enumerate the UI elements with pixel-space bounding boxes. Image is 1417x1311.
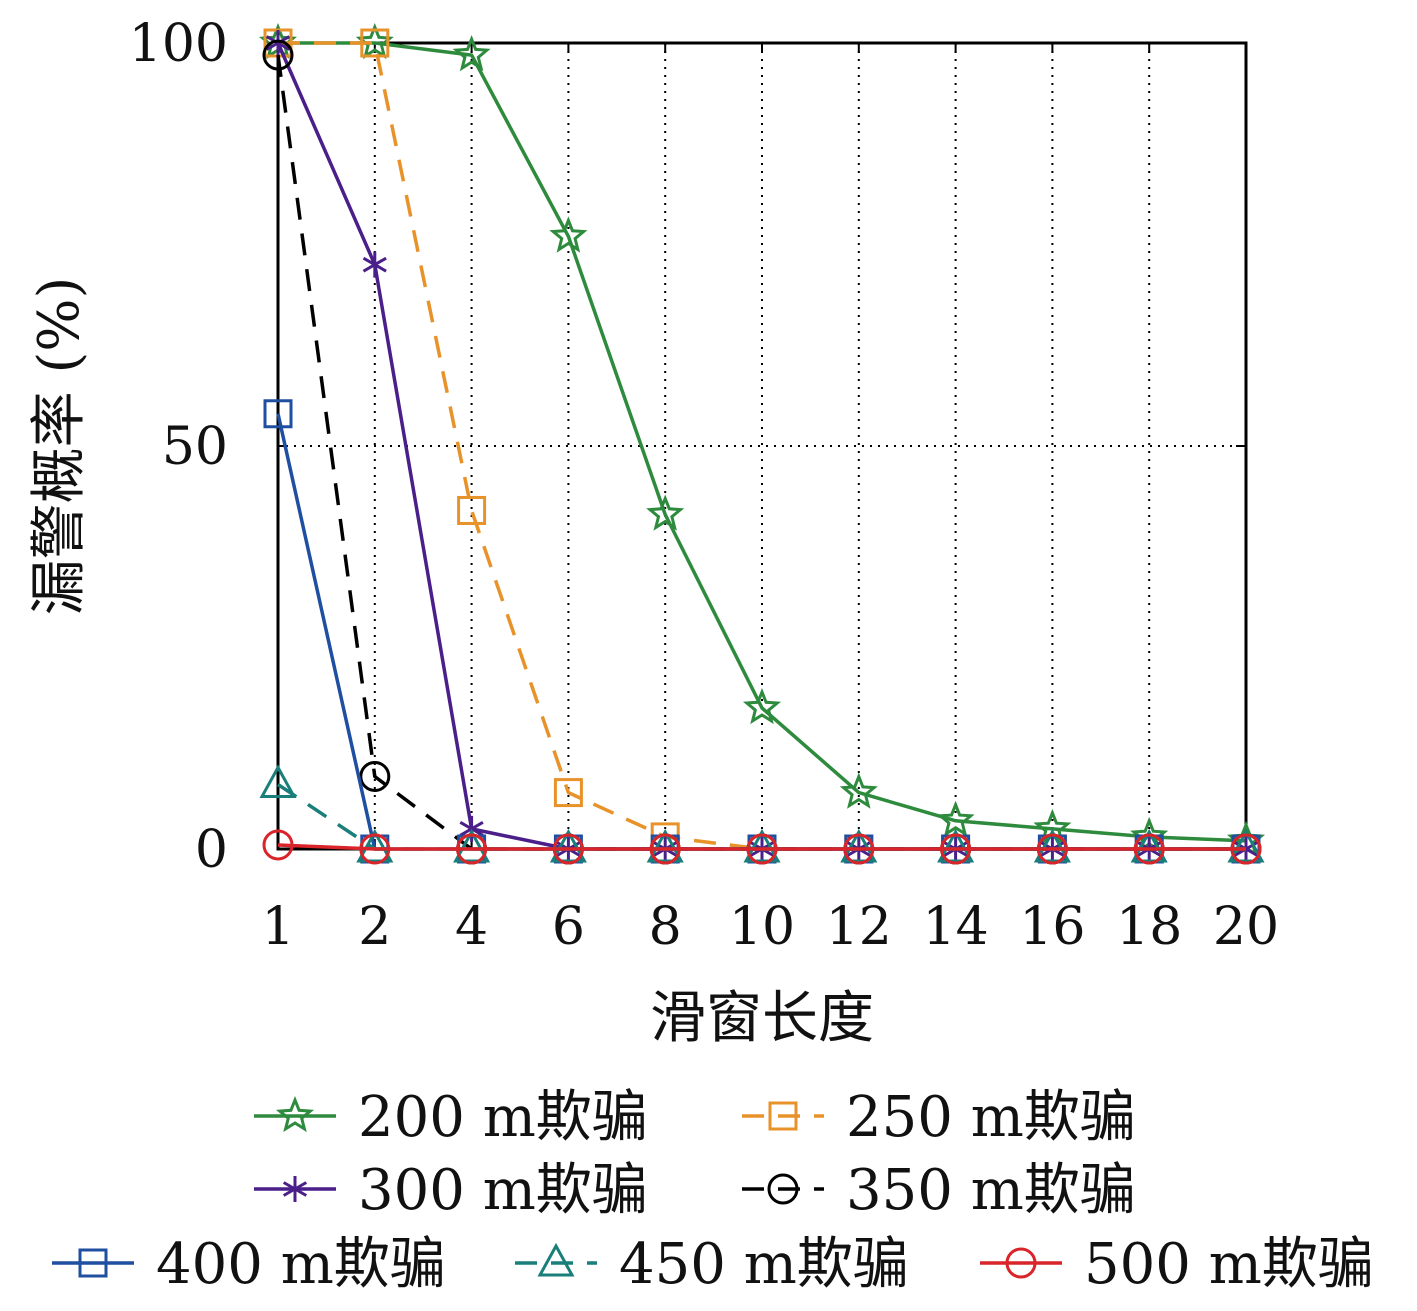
data-point-triangle — [259, 764, 297, 799]
data-point-circle — [843, 833, 875, 865]
legend-label: 300 m欺骗 — [358, 1158, 648, 1223]
legend-label: 450 m欺骗 — [619, 1232, 909, 1297]
data-point-circle — [649, 833, 681, 865]
data-point-square — [768, 1101, 798, 1131]
data-point-asterisk — [265, 30, 291, 56]
data-point-square — [457, 495, 487, 525]
data-point-square — [263, 399, 293, 429]
legend-item: 350 m欺骗 — [742, 1158, 1136, 1223]
legend-item: 250 m欺骗 — [742, 1085, 1136, 1150]
data-point-circle — [262, 829, 294, 861]
legend-item: 500 m欺骗 — [980, 1232, 1374, 1297]
legend-item: 200 m欺骗 — [254, 1085, 648, 1150]
legend-item: 300 m欺骗 — [254, 1158, 648, 1223]
x-tick-label: 14 — [923, 897, 989, 957]
series-line — [278, 41, 1247, 843]
series-500 m欺骗 — [262, 829, 1262, 865]
data-point-star — [646, 494, 685, 531]
data-point-triangle — [1130, 828, 1168, 863]
data-point-square — [78, 1248, 108, 1278]
data-point-triangle — [356, 828, 394, 863]
legend-item: 400 m欺骗 — [52, 1232, 446, 1297]
x-tick-label: 20 — [1213, 897, 1279, 957]
y-axis-title: 漏警概率 (%) — [27, 277, 92, 616]
data-point-asterisk — [459, 815, 484, 842]
data-point-triangle — [646, 828, 684, 863]
x-tick-label: 18 — [1116, 897, 1182, 957]
data-point-circle — [1005, 1247, 1037, 1279]
data-point-star — [839, 772, 878, 809]
legend-label: 350 m欺骗 — [846, 1158, 1136, 1223]
x-tick-label: 8 — [649, 897, 682, 957]
y-tick-label: 0 — [195, 820, 228, 880]
x-tick-label: 1 — [261, 897, 294, 957]
legend-item: 450 m欺骗 — [515, 1232, 909, 1297]
x-tick-label: 2 — [358, 897, 391, 957]
series — [258, 22, 1266, 865]
data-point-star — [452, 35, 491, 72]
data-point-circle — [767, 1173, 799, 1205]
data-point-circle — [552, 833, 584, 865]
data-point-circle — [1133, 833, 1165, 865]
y-tick-label: 100 — [129, 14, 228, 74]
data-point-asterisk — [282, 1176, 308, 1202]
data-point-circle — [1036, 833, 1068, 865]
data-point-circle — [359, 760, 391, 792]
data-point-circle — [746, 833, 778, 865]
data-point-triangle — [743, 828, 781, 863]
data-point-square — [553, 778, 583, 808]
data-point-triangle — [537, 1242, 575, 1277]
series-line — [278, 41, 1246, 851]
data-point-star — [549, 216, 588, 253]
data-point-triangle — [453, 828, 491, 863]
data-point-star — [742, 687, 782, 725]
data-point-asterisk — [362, 251, 387, 278]
data-point-circle — [940, 833, 972, 865]
legend-label: 200 m欺骗 — [358, 1085, 648, 1150]
data-point-circle — [456, 833, 488, 865]
data-point-triangle — [549, 828, 587, 863]
data-point-star — [275, 1095, 315, 1133]
x-tick-label: 4 — [455, 897, 488, 957]
series-line — [277, 843, 1246, 851]
data-point-triangle — [937, 828, 975, 863]
legend-label: 250 m欺骗 — [846, 1085, 1136, 1150]
series-line — [276, 413, 1246, 851]
legend-label: 500 m欺骗 — [1084, 1232, 1374, 1297]
legend-label: 400 m欺骗 — [156, 1232, 446, 1297]
data-point-circle — [262, 39, 294, 71]
x-tick-label: 10 — [729, 897, 795, 957]
x-axis-title: 滑窗长度 — [650, 986, 874, 1051]
data-point-circle — [359, 833, 391, 865]
data-point-triangle — [840, 828, 878, 863]
data-point-triangle — [1033, 828, 1071, 863]
grid — [277, 42, 1247, 850]
data-point-triangle — [1227, 828, 1265, 863]
series-200 m欺骗 — [258, 22, 1266, 858]
x-tick-label: 6 — [552, 897, 585, 957]
data-point-square — [360, 28, 390, 58]
x-tick-label: 16 — [1019, 897, 1085, 957]
data-point-circle — [1230, 833, 1262, 865]
series-400 m欺骗 — [263, 399, 1261, 864]
y-tick-label: 50 — [162, 417, 228, 477]
data-point-star — [936, 800, 975, 837]
x-tick-label: 12 — [826, 897, 892, 957]
legend: 200 m欺骗 250 m欺骗 300 m欺骗 350 m欺骗 400 m欺骗 450 m… — [52, 1085, 1374, 1297]
